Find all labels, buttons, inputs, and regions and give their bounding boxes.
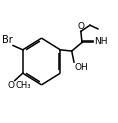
Text: CH₃: CH₃ [16,81,31,90]
Text: O: O [77,22,84,31]
Text: OH: OH [75,63,88,72]
Text: NH: NH [94,37,107,46]
Text: O: O [7,81,14,90]
Text: Br: Br [2,35,13,45]
